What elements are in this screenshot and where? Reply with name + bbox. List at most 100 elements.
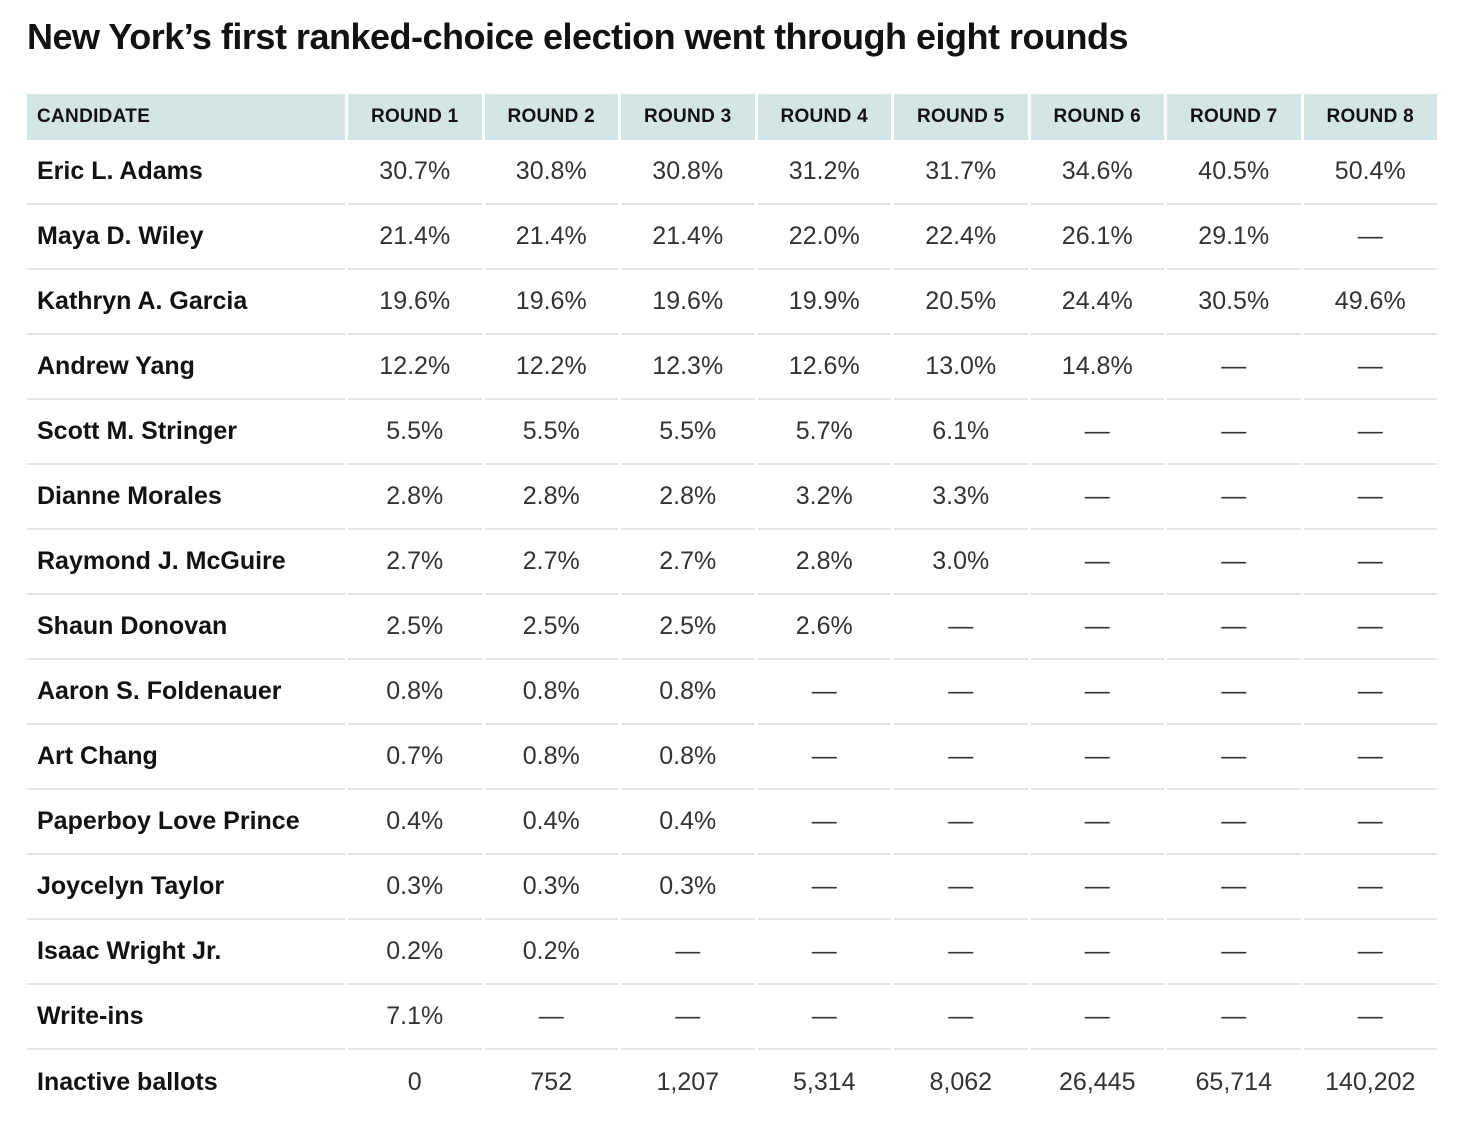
table-row: Isaac Wright Jr. 0.2% 0.2% — — — — — — xyxy=(27,920,1437,985)
round-value: 22.4% xyxy=(894,205,1028,270)
round-value: — xyxy=(1030,400,1164,465)
round-value: 2.8% xyxy=(757,530,891,595)
round-value: — xyxy=(1167,985,1301,1050)
round-value: 65,714 xyxy=(1195,1068,1272,1096)
round-value: — xyxy=(1303,920,1437,985)
table-row: Eric L. Adams 30.7% 30.8% 30.8% 31.2% 31.7% 34… xyxy=(27,140,1437,205)
round-value: 1,207 xyxy=(656,1068,720,1096)
round-value: 12.2% xyxy=(484,335,618,400)
round-value: — xyxy=(1303,790,1437,855)
round-value: — xyxy=(1167,335,1301,400)
candidate-name: Aaron S. Foldenauer xyxy=(27,660,345,725)
round-value: — xyxy=(757,855,891,920)
round-value: — xyxy=(1167,465,1301,530)
round-value: — xyxy=(1303,725,1437,790)
round-value: 3.2% xyxy=(757,465,891,530)
table-row: Scott M. Stringer 5.5% 5.5% 5.5% 5.7% 6.1% — — — xyxy=(27,400,1437,465)
table-row: Andrew Yang 12.2% 12.2% 12.3% 12.6% 13.0% 14.8… xyxy=(27,335,1437,400)
round-value: 2.7% xyxy=(484,530,618,595)
round-value: 29.1% xyxy=(1167,205,1301,270)
round-value: 21.4% xyxy=(621,205,755,270)
table-row: Shaun Donovan 2.5% 2.5% 2.5% 2.6% — — — — xyxy=(27,595,1437,660)
round-value: — xyxy=(757,725,891,790)
round-value: 5,314 xyxy=(792,1068,856,1096)
round-value: — xyxy=(1030,985,1164,1050)
column-header-round-2: ROUND 2 xyxy=(484,94,618,140)
round-value: — xyxy=(757,920,891,985)
table-row: Write-ins 7.1% — — — — — — — xyxy=(27,985,1437,1050)
table-row: Raymond J. McGuire 2.7% 2.7% 2.7% 2.8% 3.0% — —… xyxy=(27,530,1437,595)
round-value: 14.8% xyxy=(1030,335,1164,400)
table-row: Joycelyn Taylor 0.3% 0.3% 0.3% — — — — — xyxy=(27,855,1437,920)
column-header-candidate: CANDIDATE xyxy=(27,94,345,140)
round-value: 22.0% xyxy=(757,205,891,270)
candidate-name: Joycelyn Taylor xyxy=(27,855,345,920)
round-value: — xyxy=(1303,985,1437,1050)
round-value: 2.8% xyxy=(484,465,618,530)
round-value: — xyxy=(1167,790,1301,855)
round-value: 20.5% xyxy=(894,270,1028,335)
round-value: 0.7% xyxy=(348,725,482,790)
round-value: 2.8% xyxy=(621,465,755,530)
round-value: 19.9% xyxy=(757,270,891,335)
round-value: 2.6% xyxy=(757,595,891,660)
round-value: — xyxy=(757,660,891,725)
candidate-name: Maya D. Wiley xyxy=(27,205,345,270)
round-value: — xyxy=(894,985,1028,1050)
candidate-name: Kathryn A. Garcia xyxy=(27,270,345,335)
round-value: 12.3% xyxy=(621,335,755,400)
round-value: 19.6% xyxy=(348,270,482,335)
round-value: 5.5% xyxy=(484,400,618,465)
round-value: 40.5% xyxy=(1167,140,1301,205)
round-value: — xyxy=(1167,660,1301,725)
round-value: 31.7% xyxy=(894,140,1028,205)
round-value: 21.4% xyxy=(348,205,482,270)
round-value: — xyxy=(621,985,755,1050)
round-value: 30.8% xyxy=(621,140,755,205)
round-value: — xyxy=(1167,400,1301,465)
round-value: — xyxy=(757,985,891,1050)
round-value: — xyxy=(1303,530,1437,595)
round-value: — xyxy=(1303,205,1437,270)
round-value: 140,202 xyxy=(1325,1068,1416,1096)
round-value: 30.5% xyxy=(1167,270,1301,335)
round-value: 30.7% xyxy=(348,140,482,205)
round-value: — xyxy=(1303,335,1437,400)
round-value: — xyxy=(1303,855,1437,920)
round-value: 26,445 xyxy=(1059,1068,1136,1096)
round-value: 0.8% xyxy=(621,660,755,725)
round-value: 0 xyxy=(407,1068,422,1096)
round-value: — xyxy=(894,660,1028,725)
round-value: 752 xyxy=(530,1068,573,1096)
column-header-round-3: ROUND 3 xyxy=(621,94,755,140)
round-value: 13.0% xyxy=(894,335,1028,400)
candidate-name: Eric L. Adams xyxy=(27,140,345,205)
round-value: — xyxy=(1303,400,1437,465)
round-value: 5.7% xyxy=(757,400,891,465)
round-value: — xyxy=(894,725,1028,790)
round-value: 0.3% xyxy=(348,855,482,920)
round-value: 19.6% xyxy=(621,270,755,335)
round-value: 2.7% xyxy=(621,530,755,595)
round-value: — xyxy=(1030,660,1164,725)
round-value: — xyxy=(894,920,1028,985)
round-value: 26.1% xyxy=(1030,205,1164,270)
round-value: — xyxy=(1030,465,1164,530)
table-row: Inactive ballots 0 752 1,207 5,314 8,062 26,44… xyxy=(27,1050,1437,1115)
round-value: — xyxy=(1303,660,1437,725)
results-table: CANDIDATE ROUND 1 ROUND 2 ROUND 3 ROUND 4 ROU… xyxy=(24,94,1440,1115)
round-value: — xyxy=(1167,920,1301,985)
round-value: 8,062 xyxy=(929,1068,993,1096)
round-value: 2.5% xyxy=(621,595,755,660)
table-row: Maya D. Wiley 21.4% 21.4% 21.4% 22.0% 22.4% 26… xyxy=(27,205,1437,270)
round-value: 0.8% xyxy=(348,660,482,725)
candidate-name: Scott M. Stringer xyxy=(27,400,345,465)
round-value: 50.4% xyxy=(1303,140,1437,205)
table-row: Dianne Morales 2.8% 2.8% 2.8% 3.2% 3.3% — — — xyxy=(27,465,1437,530)
round-value: — xyxy=(484,985,618,1050)
chart-title: New York’s first ranked-choice election … xyxy=(27,16,1129,57)
round-value: 0.3% xyxy=(484,855,618,920)
round-value: — xyxy=(1167,530,1301,595)
column-header-round-8: ROUND 8 xyxy=(1303,94,1437,140)
round-value: — xyxy=(1303,595,1437,660)
